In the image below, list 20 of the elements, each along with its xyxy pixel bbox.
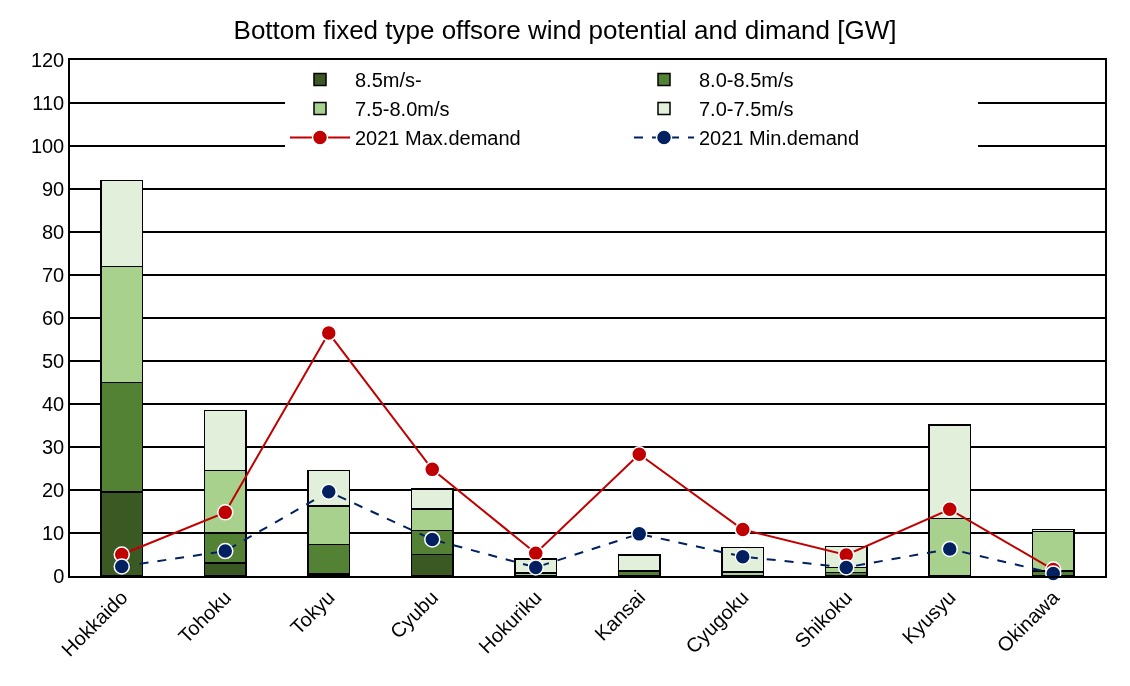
chart-title: Bottom fixed type offsore wind potential and dimand [GW] bbox=[233, 14, 897, 45]
y-tick-label: 0 bbox=[53, 565, 65, 587]
y-tick-label: 50 bbox=[42, 350, 65, 372]
y-tick-label: 80 bbox=[42, 221, 65, 243]
legend-label: 7.5-8.0m/s bbox=[355, 98, 450, 121]
legend-label: 2021 Min.demand bbox=[699, 127, 860, 150]
y-tick-label: 10 bbox=[42, 522, 65, 544]
y-tick-label: 120 bbox=[30, 49, 65, 71]
legend-label: 7.0-7.5m/s bbox=[699, 98, 794, 121]
legend-label: 2021 Max.demand bbox=[355, 127, 521, 150]
y-tick-label: 70 bbox=[42, 264, 65, 286]
legend-label: 8.5m/s- bbox=[355, 69, 422, 92]
legend-label: 8.0-8.5m/s bbox=[699, 69, 794, 92]
y-tick-label: 40 bbox=[42, 393, 65, 415]
y-tick-label: 20 bbox=[42, 479, 65, 501]
y-tick-label: 60 bbox=[42, 307, 65, 329]
y-tick-label: 30 bbox=[42, 436, 65, 458]
y-tick-label: 90 bbox=[42, 178, 65, 200]
y-tick-label: 110 bbox=[32, 92, 65, 114]
y-tick-label: 100 bbox=[30, 135, 65, 157]
